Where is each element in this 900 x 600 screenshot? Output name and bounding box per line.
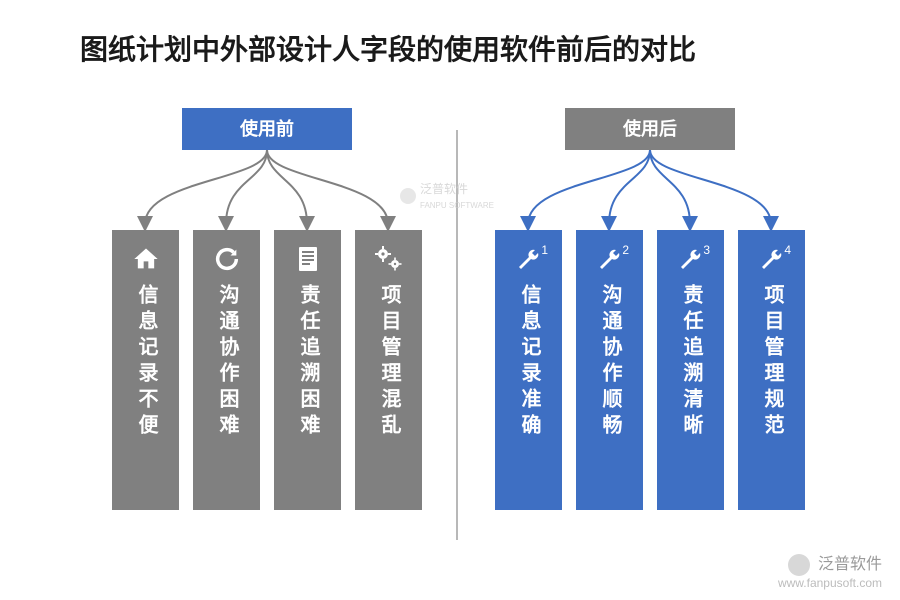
wrench-icon: 4: [738, 240, 805, 278]
box-before-4: 项目管理混乱: [355, 230, 422, 510]
gears-icon: [355, 240, 422, 278]
box-after-3: 3 责任追溯清晰: [657, 230, 724, 510]
logo-icon: [788, 554, 810, 576]
watermark-brand: 泛普软件: [818, 556, 882, 573]
box-after-4: 4 项目管理规范: [738, 230, 805, 510]
header-before: 使用前: [182, 108, 352, 150]
boxes-before: 信息记录不便 沟通协作困难 责任追溯困难 项目管理混乱: [112, 230, 422, 510]
box-before-3: 责任追溯困难: [274, 230, 341, 510]
box-after-1: 1 信息记录准确: [495, 230, 562, 510]
watermark-brand: 泛普软件: [420, 182, 468, 196]
box-number: 2: [622, 243, 629, 257]
group-before: 使用前 信息记录不便 沟通协作困难 责任追溯困难: [112, 108, 422, 150]
box-label: 项目管理规范: [757, 284, 786, 440]
page-title: 图纸计划中外部设计人字段的使用软件前后的对比: [80, 28, 696, 68]
box-label: 沟通协作困难: [212, 284, 241, 440]
watermark-bottom-right: 泛普软件 www.fanpusoft.com: [778, 550, 882, 590]
connectors-after: [495, 150, 805, 230]
boxes-after: 1 信息记录准确 2 沟通协作顺畅 3 责任追溯清晰 4 项目管理规范: [495, 230, 805, 510]
box-before-1: 信息记录不便: [112, 230, 179, 510]
box-label: 沟通协作顺畅: [595, 284, 624, 440]
watermark-url: www.fanpusoft.com: [778, 576, 882, 590]
wrench-icon: 1: [495, 240, 562, 278]
box-number: 3: [703, 243, 710, 257]
group-after: 使用后 1 信息记录准确 2 沟通协作顺畅: [495, 108, 805, 150]
watermark-brand-en: FANPU SOFTWARE: [420, 201, 494, 210]
box-label: 信息记录不便: [131, 284, 160, 440]
home-icon: [112, 240, 179, 278]
box-label: 责任追溯困难: [293, 284, 322, 440]
connectors-before: [112, 150, 422, 230]
wrench-icon: 3: [657, 240, 724, 278]
box-before-2: 沟通协作困难: [193, 230, 260, 510]
box-number: 1: [541, 243, 548, 257]
box-after-2: 2 沟通协作顺畅: [576, 230, 643, 510]
box-label: 项目管理混乱: [374, 284, 403, 440]
box-label: 信息记录准确: [514, 284, 543, 440]
doc-icon: [274, 240, 341, 278]
refresh-icon: [193, 240, 260, 278]
wrench-icon: 2: [576, 240, 643, 278]
box-number: 4: [784, 243, 791, 257]
box-label: 责任追溯清晰: [676, 284, 705, 440]
header-after: 使用后: [565, 108, 735, 150]
